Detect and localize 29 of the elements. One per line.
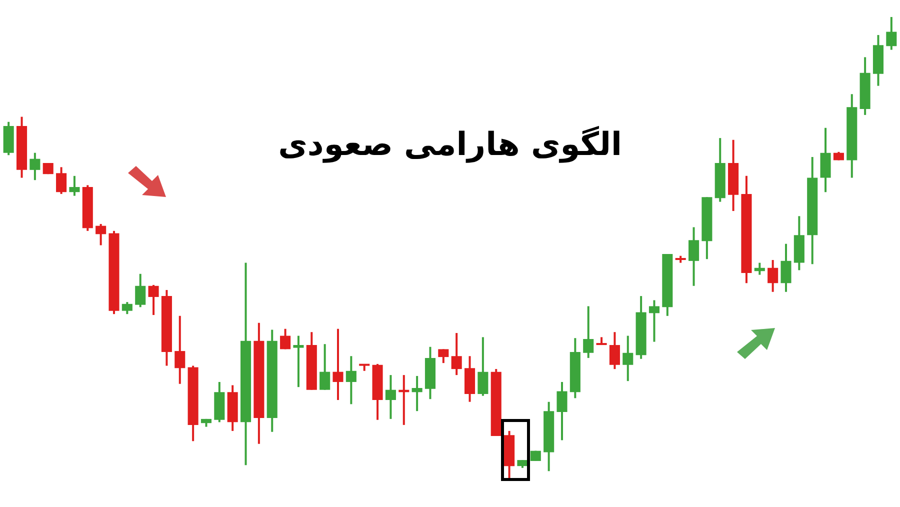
candlestick xyxy=(648,299,660,343)
candlestick xyxy=(148,284,159,316)
candlestick xyxy=(622,334,634,382)
candlestick xyxy=(30,152,40,182)
candlestick xyxy=(780,242,792,293)
candlestick xyxy=(135,272,146,308)
candlestick xyxy=(754,262,765,276)
candlestick xyxy=(56,166,67,195)
candlestick xyxy=(96,222,106,246)
candlestick xyxy=(768,259,778,293)
candlestick xyxy=(320,343,330,391)
candlestick xyxy=(451,332,462,376)
candlestick xyxy=(412,374,422,412)
candlestick xyxy=(174,314,186,385)
candlestick xyxy=(583,305,594,359)
candlestick xyxy=(438,348,449,364)
candlestick xyxy=(609,331,620,370)
candlestick xyxy=(385,374,396,420)
candlestick xyxy=(332,328,344,401)
candlestick xyxy=(69,174,80,197)
candlestick xyxy=(478,336,488,397)
candlestick xyxy=(293,334,304,388)
candlestick xyxy=(280,328,291,350)
candlestick xyxy=(886,16,897,51)
text: الگوی هارامی صعودی xyxy=(277,125,623,163)
candlestick xyxy=(556,380,568,442)
candlestick xyxy=(122,301,132,316)
candlestick xyxy=(346,355,356,406)
candlestick xyxy=(688,226,700,287)
